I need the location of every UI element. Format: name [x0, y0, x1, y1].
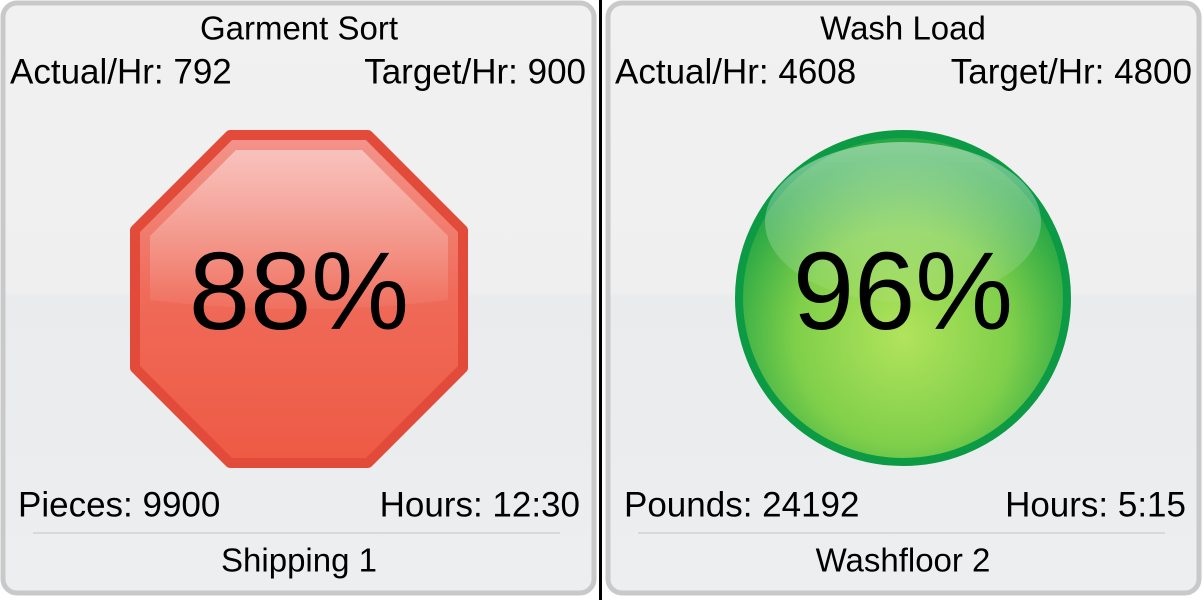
percent: 88%: [189, 230, 409, 353]
target-rate: Target/Hr: 4800: [951, 52, 1192, 91]
actual-rate: Actual/Hr: 4608: [615, 52, 856, 91]
target-rate: Target/Hr: 900: [364, 52, 586, 91]
actual-rate: Actual/Hr: 792: [10, 52, 232, 91]
location: Shipping 1: [221, 542, 377, 579]
count-stat: Pounds: 24192: [624, 485, 859, 524]
hours-stat: Hours: 5:15: [1005, 485, 1186, 524]
gloss: [765, 142, 1041, 302]
hours-stat: Hours: 12:30: [380, 485, 580, 524]
panel-title: Wash Load: [820, 10, 986, 47]
divider: [599, 0, 602, 600]
panel: Garment Sort Actual/Hr: 792 Target/Hr: 9…: [0, 0, 597, 596]
percent: 96%: [793, 230, 1013, 353]
gloss: [150, 150, 448, 309]
location: Washfloor 2: [816, 542, 991, 579]
panel: Wash Load Actual/Hr: 4608 Target/Hr: 480…: [605, 0, 1202, 596]
count-stat: Pieces: 9900: [18, 485, 220, 524]
panel-title: Garment Sort: [200, 10, 398, 47]
